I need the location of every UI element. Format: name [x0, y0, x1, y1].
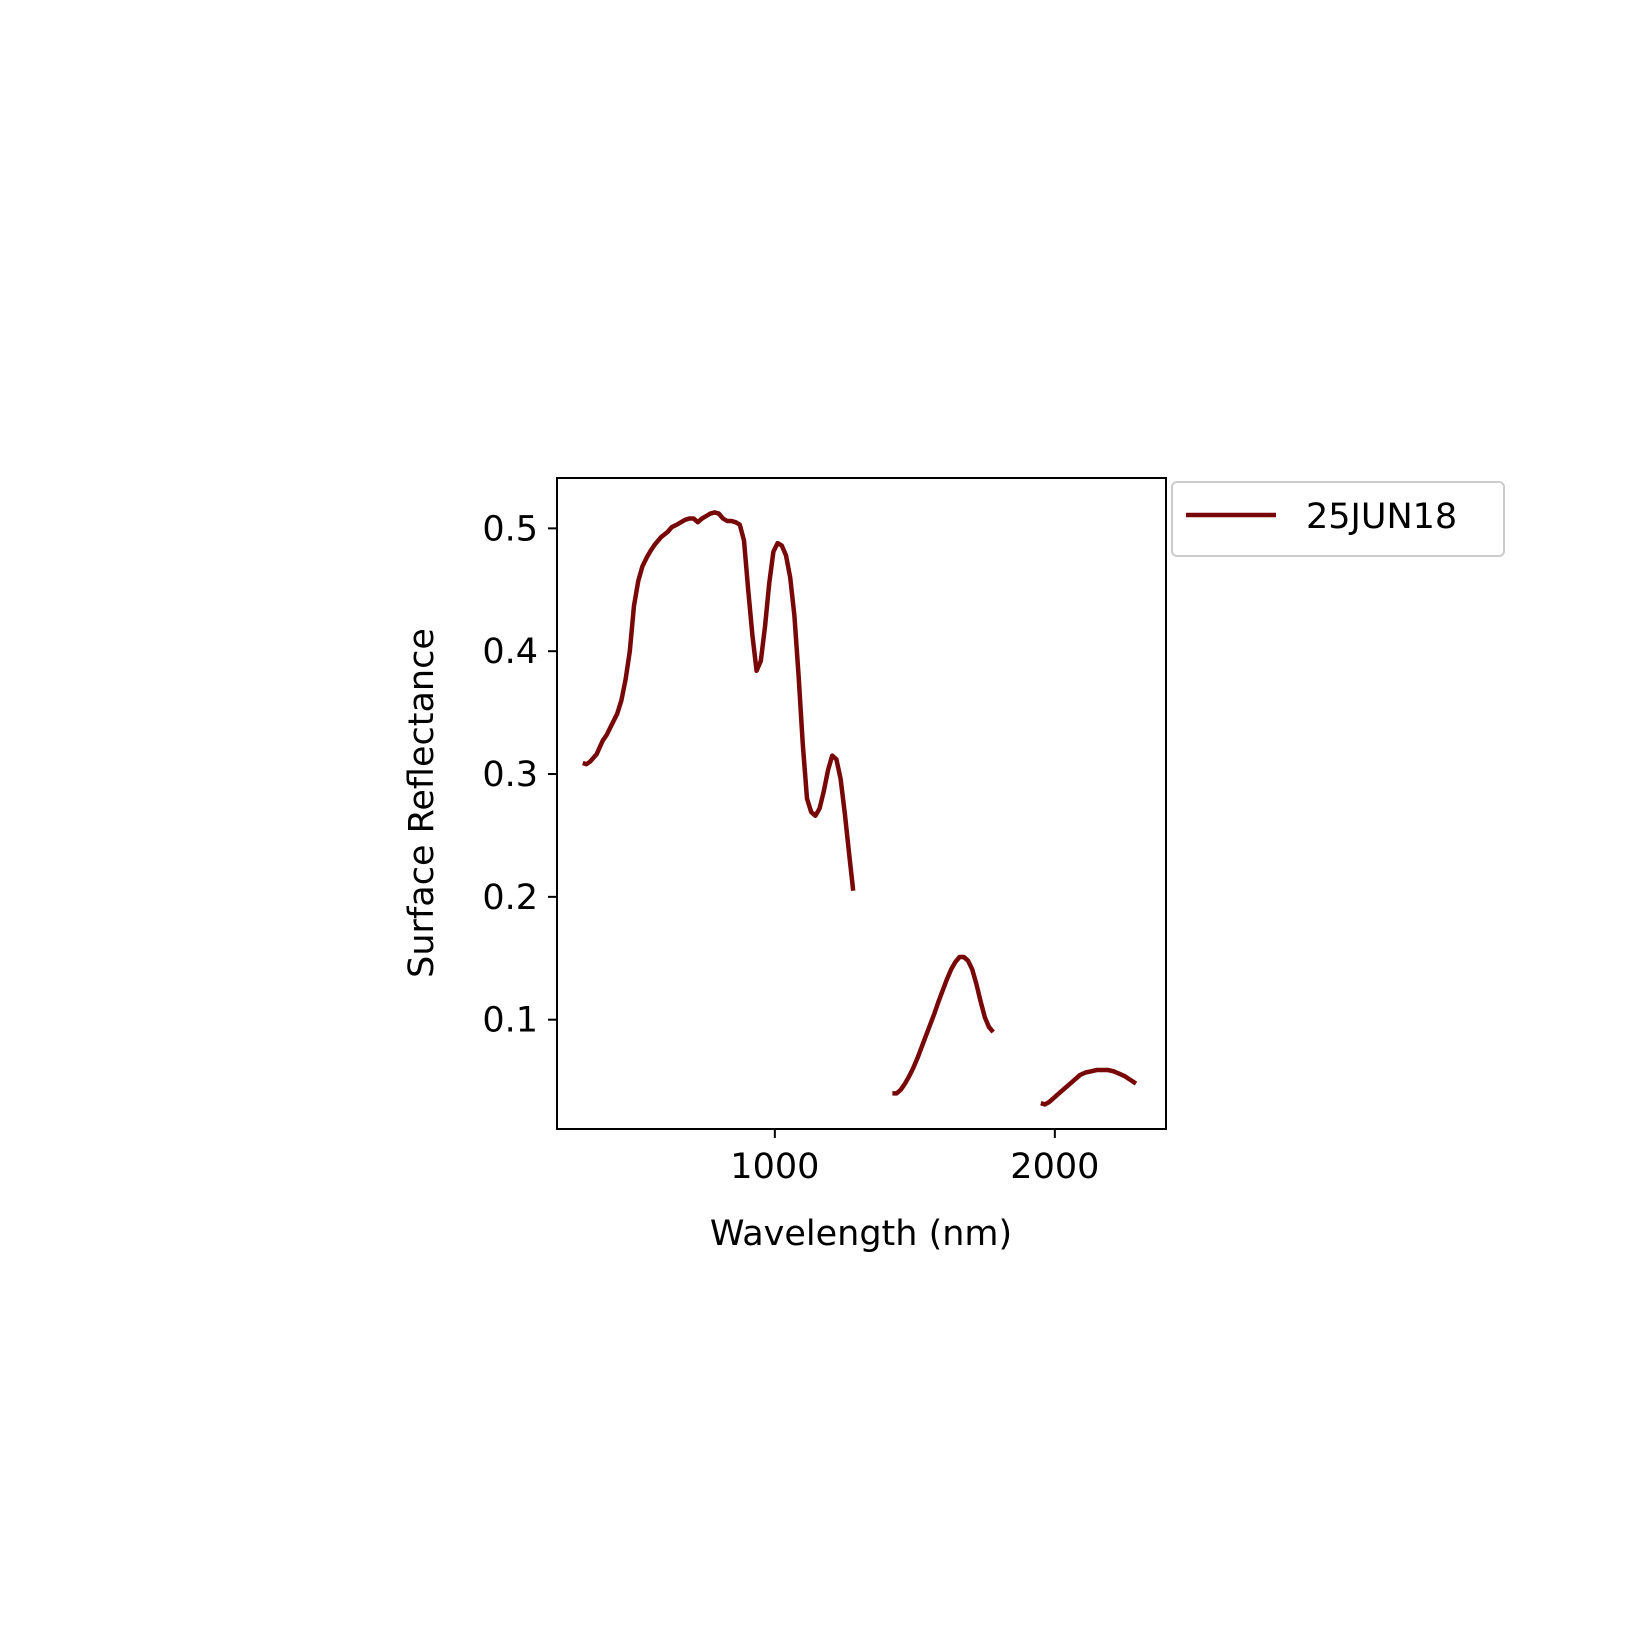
- series-line-25jun18-segment-1: [582, 510, 856, 891]
- series-line-25jun18-segment-2: [892, 954, 995, 1096]
- x-axis-title: Wavelength (nm): [710, 1214, 1012, 1254]
- legend: 25JUN18: [1171, 481, 1505, 557]
- series-layer: [582, 510, 1138, 1107]
- legend-box: [1171, 481, 1505, 557]
- y-tick-label: 0.3: [482, 755, 538, 795]
- y-tick-label: 0.2: [482, 878, 538, 918]
- plot-area: [556, 477, 1167, 1130]
- x-tick-label: 1000: [730, 1147, 819, 1187]
- y-axis-title: Surface Reflectance: [402, 628, 442, 978]
- x-axis: 1000 2000: [730, 1129, 1099, 1187]
- legend-label-25jun18: 25JUN18: [1306, 497, 1457, 537]
- y-tick-label: 0.4: [482, 632, 538, 672]
- series-line-25jun18-segment-3: [1040, 1067, 1138, 1107]
- y-axis: 0.1 0.2 0.3 0.4 0.5: [482, 509, 557, 1041]
- y-tick-label: 0.5: [482, 509, 538, 549]
- plot-frame: [556, 477, 1167, 1130]
- plot-background: [557, 478, 1166, 1129]
- y-tick-label: 0.1: [482, 1001, 538, 1041]
- x-tick-label: 2000: [1010, 1147, 1099, 1187]
